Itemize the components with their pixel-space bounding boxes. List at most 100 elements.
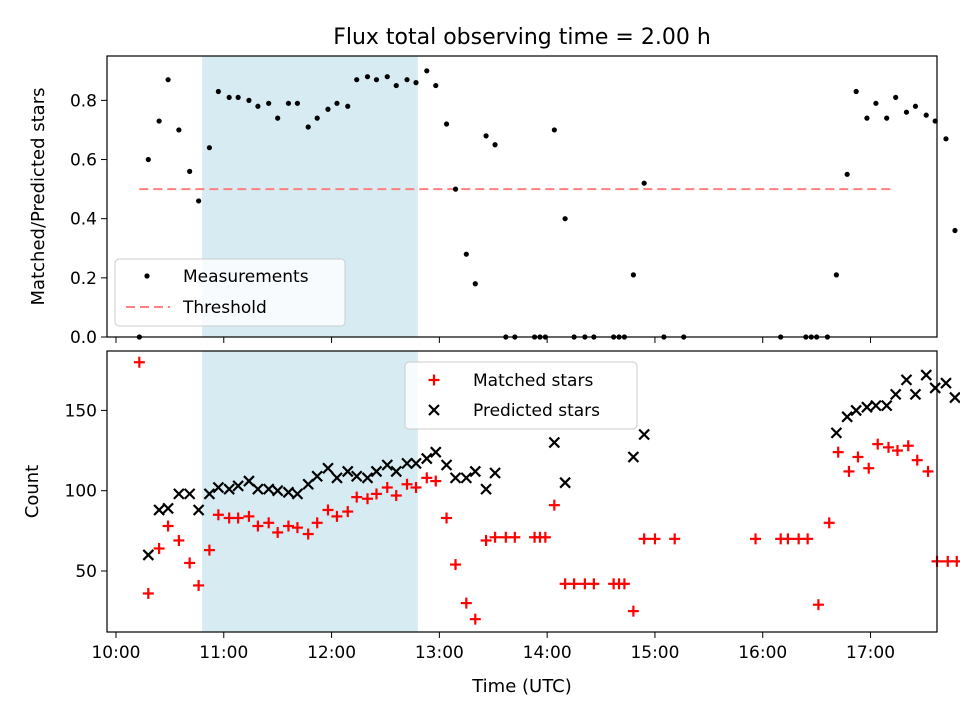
predicted-point bbox=[212, 481, 225, 494]
predicted-point bbox=[460, 472, 473, 484]
measurement-point bbox=[275, 115, 281, 121]
top-legend: Measurements Threshold bbox=[114, 258, 346, 327]
predicted-point bbox=[232, 480, 244, 492]
measurement-point bbox=[246, 97, 252, 103]
measurement-point bbox=[844, 171, 850, 177]
predicted-point bbox=[341, 465, 354, 478]
predicted-point-b bbox=[390, 465, 403, 478]
legend-predicted-marker bbox=[428, 404, 440, 416]
xtick-label: 13:00 bbox=[415, 643, 464, 663]
legend-predicted-marker-b bbox=[428, 404, 440, 416]
measurement-point bbox=[630, 272, 636, 278]
predicted-point bbox=[243, 475, 255, 487]
predicted-point bbox=[291, 488, 304, 500]
predicted-point-b bbox=[350, 470, 363, 483]
measurement-point bbox=[424, 68, 430, 74]
predicted-point bbox=[331, 472, 343, 484]
predicted-point-b bbox=[841, 411, 853, 423]
matched-point bbox=[430, 475, 442, 487]
predicted-point-b bbox=[489, 467, 501, 479]
xtick-label: 11:00 bbox=[199, 643, 248, 663]
predicted-point-b bbox=[929, 382, 941, 394]
predicted-point-b bbox=[889, 388, 902, 401]
predicted-point bbox=[252, 483, 264, 495]
predicted-point-b bbox=[638, 428, 650, 441]
xtick-label: 16:00 bbox=[738, 643, 787, 663]
measurement-point bbox=[393, 82, 399, 89]
matched-point bbox=[133, 356, 145, 368]
predicted-point bbox=[142, 549, 155, 561]
measurement-point bbox=[215, 88, 221, 95]
legend-measurement-marker bbox=[144, 273, 150, 279]
top-ytick-label: 0.2 bbox=[70, 269, 97, 289]
matched-point bbox=[480, 534, 492, 546]
predicted-point-b bbox=[232, 480, 244, 492]
measurement-point bbox=[903, 109, 910, 115]
predicted-point-b bbox=[183, 488, 196, 500]
bottom-axes-frame bbox=[106, 350, 938, 633]
predicted-point bbox=[841, 411, 853, 423]
xtick-label: 14:00 bbox=[523, 643, 572, 663]
predicted-point bbox=[153, 504, 165, 516]
predicted-point bbox=[559, 476, 571, 489]
measurement-point bbox=[196, 198, 202, 204]
matched-point bbox=[802, 533, 814, 545]
predicted-point bbox=[880, 399, 893, 412]
measurement-point bbox=[354, 77, 360, 83]
measurement-point bbox=[864, 115, 870, 121]
measurement-point bbox=[443, 121, 450, 127]
matched-point bbox=[450, 559, 462, 571]
predicted-point-b bbox=[341, 465, 354, 478]
matched-point bbox=[142, 587, 154, 599]
measurement-point bbox=[952, 227, 958, 234]
predicted-point bbox=[390, 465, 403, 478]
predicted-point-b bbox=[480, 483, 492, 495]
predicted-point bbox=[627, 451, 640, 463]
bottom-ytick-label: 50 bbox=[75, 562, 97, 582]
measurement-point bbox=[404, 77, 410, 83]
predicted-point-b bbox=[401, 457, 413, 470]
predicted-point-b bbox=[203, 488, 216, 500]
bottom-legend: Matched stars Predicted stars bbox=[404, 361, 638, 430]
measurement-point bbox=[314, 115, 320, 121]
matched-point bbox=[460, 597, 472, 609]
predicted-point bbox=[262, 483, 275, 495]
matched-point bbox=[649, 533, 661, 545]
predicted-point bbox=[940, 377, 952, 389]
predicted-point-b bbox=[282, 486, 295, 499]
top-ytick-label: 0.4 bbox=[70, 210, 97, 230]
predicted-point-b bbox=[861, 401, 873, 413]
measurement-point bbox=[176, 127, 182, 133]
predicted-point bbox=[870, 399, 882, 412]
matched-point bbox=[184, 557, 196, 569]
predicted-point-b bbox=[469, 465, 482, 478]
matched-point bbox=[311, 517, 323, 529]
predicted-point bbox=[401, 457, 413, 470]
matched-point bbox=[852, 451, 864, 463]
xtick-label: 17:00 bbox=[846, 643, 895, 663]
bottom-y-axis-label: Count bbox=[22, 465, 43, 518]
predicted-point bbox=[909, 388, 922, 401]
matched-point bbox=[922, 465, 934, 477]
matched-point bbox=[441, 512, 453, 524]
matched-point bbox=[162, 520, 174, 532]
legend-matched-marker bbox=[428, 374, 440, 386]
measurement-point bbox=[373, 77, 380, 83]
matched-point bbox=[322, 504, 334, 516]
predicted-point-b bbox=[870, 399, 882, 412]
matched-point bbox=[902, 440, 914, 452]
legend-predicted-label: Predicted stars bbox=[473, 401, 600, 421]
measurement-point bbox=[364, 74, 371, 80]
matched-point bbox=[243, 510, 255, 522]
predicted-point-b bbox=[850, 404, 862, 417]
predicted-point-b bbox=[548, 436, 561, 449]
measurement-point bbox=[483, 133, 489, 139]
matched-point bbox=[390, 490, 402, 502]
matched-point bbox=[212, 509, 224, 521]
matched-point bbox=[351, 491, 363, 503]
measurement-point bbox=[551, 127, 557, 133]
measurement-point bbox=[463, 251, 469, 257]
xtick-label: 10:00 bbox=[91, 643, 140, 663]
